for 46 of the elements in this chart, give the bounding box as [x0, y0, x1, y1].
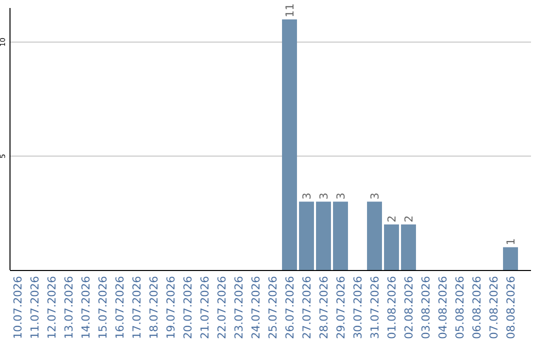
bar — [401, 224, 416, 270]
bar — [384, 224, 399, 270]
x-tick-label: 21.07.2026 — [198, 276, 212, 339]
data-label: 2 — [386, 215, 398, 222]
x-tick-label: 23.07.2026 — [232, 276, 246, 339]
x-tick-label: 13.07.2026 — [62, 276, 76, 339]
x-tick-label: 20.07.2026 — [181, 276, 194, 339]
x-tick-label: 14.07.2026 — [79, 276, 92, 339]
x-tick-label: 05.08.2026 — [453, 276, 466, 339]
x-tick-label: 17.07.2026 — [130, 276, 144, 339]
x-tick-label: 16.07.2026 — [113, 276, 126, 339]
x-tick-label: 24.07.2026 — [249, 276, 262, 339]
bar — [316, 202, 331, 270]
data-label: 3 — [300, 192, 314, 200]
x-tick-label: 28.07.2026 — [317, 276, 330, 339]
bar — [333, 202, 348, 270]
bar — [503, 247, 518, 270]
data-label: 2 — [402, 215, 416, 222]
x-tick-label: 11.07.2026 — [28, 276, 42, 339]
x-tick-label: 31.07.2026 — [368, 276, 382, 339]
x-tick-label: 08.08.2026 — [504, 276, 518, 339]
bar — [282, 19, 297, 270]
x-tick-label: 19.07.2026 — [164, 276, 178, 339]
x-tick-label: 07.08.2026 — [487, 276, 500, 339]
x-tick-label: 27.07.2026 — [300, 276, 314, 339]
x-tick-label: 06.08.2026 — [470, 276, 484, 339]
x-tick-label: 04.08.2026 — [436, 276, 450, 339]
x-tick-label: 10.07.2026 — [11, 276, 24, 339]
x-tick-label: 02.08.2026 — [402, 276, 416, 339]
x-tick-label: 30.07.2026 — [351, 276, 364, 339]
bar — [299, 202, 314, 270]
x-tick-label: 29.07.2026 — [334, 276, 348, 339]
data-label: 11 — [284, 3, 296, 18]
bar — [367, 202, 382, 270]
data-label: 3 — [318, 192, 330, 200]
x-tick-label: 22.07.2026 — [215, 276, 228, 339]
data-label: 1 — [504, 238, 518, 246]
x-tick-label: 15.07.2026 — [96, 276, 110, 339]
data-label: 3 — [368, 192, 382, 200]
x-tick-label: 18.07.2026 — [147, 276, 160, 339]
x-tick-label: 25.07.2026 — [266, 276, 280, 339]
x-tick-label: 26.07.2026 — [283, 276, 296, 339]
x-tick-label: 12.07.2026 — [45, 276, 58, 339]
x-tick-label: 03.08.2026 — [419, 276, 432, 339]
data-label: 3 — [334, 192, 348, 200]
x-tick-label: 01.08.2026 — [385, 276, 398, 339]
